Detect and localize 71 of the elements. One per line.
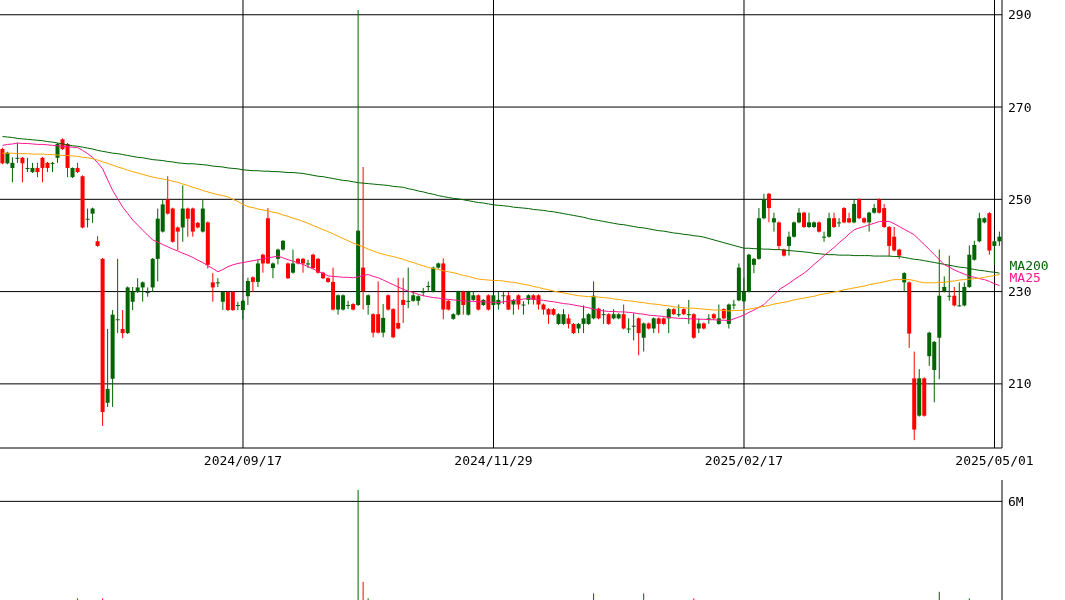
candlestick	[857, 197, 862, 220]
candlestick	[210, 272, 215, 303]
candlestick	[401, 277, 406, 324]
candlestick	[306, 259, 311, 269]
candlestick	[145, 286, 150, 298]
candlestick	[641, 322, 646, 353]
x-tick-label: 2025/05/01	[955, 453, 1034, 469]
candlestick	[686, 299, 691, 325]
candlestick	[867, 211, 872, 233]
candlestick	[85, 208, 90, 228]
candlestick	[40, 156, 45, 183]
y-tick-label: 290	[1008, 7, 1032, 23]
candlestick	[10, 156, 15, 183]
candlestick	[992, 239, 997, 266]
candlestick	[290, 249, 295, 275]
y-tick-label: 230	[1008, 284, 1032, 300]
series-label: MA25	[1009, 270, 1041, 286]
candlestick	[230, 290, 235, 312]
y-tick-label: 6M	[1008, 493, 1024, 509]
candlestick	[366, 293, 371, 316]
candlestick	[977, 212, 982, 243]
candlestick	[120, 309, 125, 339]
candlestick	[872, 203, 877, 215]
candlestick	[25, 157, 30, 173]
candlestick	[250, 275, 255, 293]
candlestick	[521, 300, 526, 316]
candlestick	[20, 156, 25, 183]
candlestick	[466, 290, 471, 317]
candlestick	[952, 286, 957, 307]
candlestick	[957, 281, 962, 307]
y-tick-label: 270	[1008, 99, 1032, 115]
candlestick	[140, 280, 145, 303]
candlestick	[255, 258, 260, 288]
candlestick	[807, 212, 812, 229]
candlestick	[822, 231, 827, 243]
candlestick	[887, 225, 892, 258]
candlestick	[270, 262, 275, 279]
candlestick	[200, 198, 205, 234]
y-tick-label: 210	[1008, 376, 1032, 392]
candlestick	[631, 312, 636, 341]
x-tick-label: 2024/11/29	[454, 453, 533, 469]
candlestick	[636, 316, 641, 356]
y-tick-label: 250	[1008, 191, 1032, 207]
candlestick	[927, 331, 932, 367]
candlestick	[837, 217, 842, 228]
candlestick	[776, 220, 781, 251]
candlestick	[827, 212, 832, 239]
candlestick	[240, 299, 245, 320]
candlestick	[220, 290, 225, 311]
candlestick	[626, 317, 631, 334]
candlestick	[621, 304, 626, 330]
candlestick	[406, 267, 411, 309]
candlestick	[361, 166, 366, 311]
candlestick	[771, 212, 776, 233]
candlestick	[786, 231, 791, 257]
candlestick	[245, 277, 250, 306]
candlestick	[371, 312, 376, 338]
candlestick	[336, 293, 341, 316]
candlestick	[691, 312, 696, 340]
candlestick	[381, 303, 386, 338]
candlestick	[105, 328, 110, 408]
x-tick-label: 2024/09/17	[203, 453, 283, 469]
series-label: MA200	[1009, 257, 1049, 273]
candlestick	[15, 142, 20, 164]
x-tick-label: 2025/02/17	[704, 453, 784, 469]
candlestick	[852, 198, 857, 224]
candlestick	[50, 161, 55, 173]
candlestick	[761, 193, 766, 220]
candlestick	[180, 184, 185, 243]
candlestick	[962, 281, 967, 307]
candlestick	[766, 192, 771, 223]
